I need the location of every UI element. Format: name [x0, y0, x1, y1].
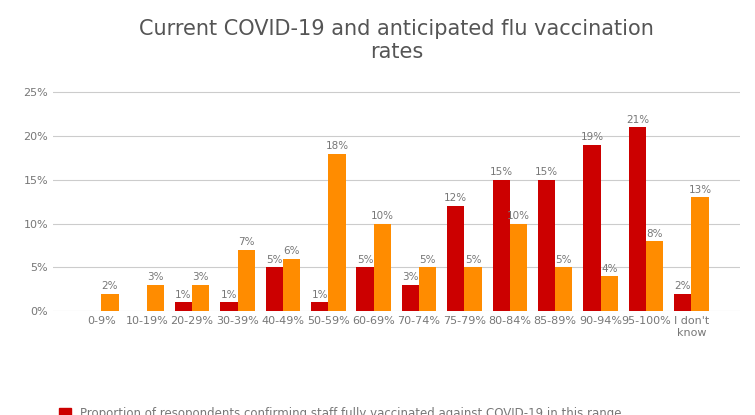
Bar [266, 267, 283, 311]
Bar [101, 294, 119, 311]
Text: 1%: 1% [311, 290, 328, 300]
Text: 5%: 5% [556, 255, 572, 265]
Text: 3%: 3% [193, 272, 209, 282]
Text: 8%: 8% [646, 229, 663, 239]
Text: 2%: 2% [102, 281, 119, 291]
Text: 12%: 12% [444, 193, 467, 203]
Text: 3%: 3% [147, 272, 164, 282]
Bar [584, 145, 601, 311]
Text: 1%: 1% [220, 290, 237, 300]
Bar [601, 276, 618, 311]
Text: 5%: 5% [266, 255, 282, 265]
Bar [492, 180, 510, 311]
Bar [328, 154, 346, 311]
Bar [646, 241, 664, 311]
Bar [538, 180, 555, 311]
Bar [238, 250, 254, 311]
Text: 15%: 15% [490, 167, 513, 177]
Text: 2%: 2% [674, 281, 691, 291]
Bar [146, 285, 164, 311]
Text: 4%: 4% [601, 264, 618, 273]
Bar [464, 267, 482, 311]
Bar [555, 267, 572, 311]
Text: 5%: 5% [420, 255, 436, 265]
Text: 10%: 10% [507, 211, 530, 221]
Text: 21%: 21% [626, 115, 649, 124]
Bar [192, 285, 209, 311]
Text: 3%: 3% [402, 272, 419, 282]
Legend: Proportion of resopondents confirming staff fully vaccinated against COVID-19 in: Proportion of resopondents confirming st… [59, 407, 621, 415]
Bar [283, 259, 300, 311]
Text: 13%: 13% [689, 185, 712, 195]
Bar [447, 206, 464, 311]
Title: Current COVID-19 and anticipated flu vaccination
rates: Current COVID-19 and anticipated flu vac… [139, 19, 654, 62]
Text: 18%: 18% [325, 141, 349, 151]
Bar [419, 267, 436, 311]
Text: 7%: 7% [238, 237, 254, 247]
Bar [402, 285, 419, 311]
Text: 15%: 15% [535, 167, 558, 177]
Text: 5%: 5% [357, 255, 373, 265]
Bar [674, 294, 692, 311]
Text: 6%: 6% [283, 246, 300, 256]
Bar [510, 224, 527, 311]
Bar [175, 303, 192, 311]
Bar [356, 267, 374, 311]
Bar [692, 198, 709, 311]
Bar [311, 303, 328, 311]
Text: 1%: 1% [175, 290, 192, 300]
Text: 5%: 5% [465, 255, 482, 265]
Bar [220, 303, 238, 311]
Text: 19%: 19% [581, 132, 603, 142]
Bar [629, 127, 646, 311]
Bar [374, 224, 391, 311]
Text: 10%: 10% [371, 211, 394, 221]
